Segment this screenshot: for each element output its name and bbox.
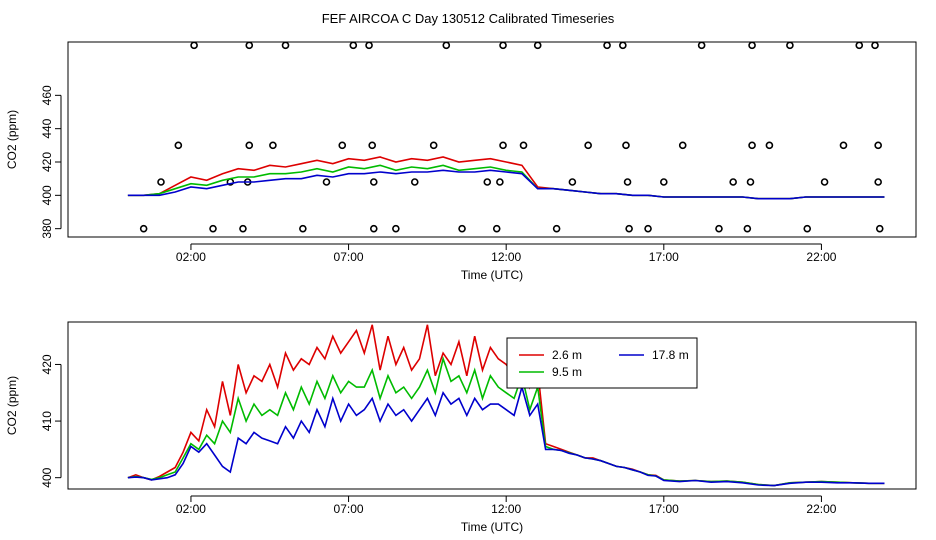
flag-marker bbox=[729, 178, 737, 186]
flag-marker bbox=[322, 178, 331, 186]
flag-marker bbox=[190, 41, 198, 50]
flag-marker bbox=[499, 141, 507, 150]
x-tick-label: 02:00 bbox=[176, 250, 206, 264]
flag-marker bbox=[499, 41, 507, 50]
flag-marker bbox=[839, 141, 848, 150]
flag-marker bbox=[874, 141, 882, 150]
legend-label: 9.5 m bbox=[552, 365, 582, 379]
flag-marker bbox=[874, 178, 882, 186]
x-tick-label: 17:00 bbox=[649, 502, 679, 516]
flag-marker bbox=[492, 224, 501, 233]
flag-marker bbox=[552, 224, 561, 233]
flag-marker bbox=[410, 178, 419, 186]
flag-marker bbox=[458, 224, 466, 233]
y-axis-title: CO2 (ppm) bbox=[5, 376, 19, 435]
flag-marker bbox=[584, 141, 592, 150]
flag-marker bbox=[748, 141, 756, 150]
series-line-17-8-m bbox=[127, 169, 885, 200]
flag-marker bbox=[855, 41, 864, 50]
flag-marker bbox=[660, 178, 668, 186]
y-tick-label: 420 bbox=[40, 354, 54, 374]
y-tick-label: 420 bbox=[40, 152, 54, 172]
flag-marker bbox=[496, 178, 504, 186]
top-panel: 02:00 07:00 12:00 17:00 22:00 Time (UTC) 380 40… bbox=[5, 41, 917, 282]
x-tick-label: 02:00 bbox=[176, 502, 206, 516]
y-tick-label: 410 bbox=[40, 411, 54, 431]
flag-marker bbox=[623, 178, 632, 186]
flag-marker bbox=[871, 41, 879, 50]
plot-frame bbox=[67, 41, 917, 238]
flag-marker bbox=[442, 41, 451, 50]
flag-marker bbox=[245, 141, 254, 150]
flag-marker bbox=[369, 224, 378, 233]
flag-marker bbox=[349, 41, 358, 50]
plot-frame bbox=[67, 321, 917, 490]
flag-marker bbox=[209, 224, 217, 233]
y-tick-label: 460 bbox=[40, 85, 54, 105]
flag-marker bbox=[820, 178, 829, 186]
x-tick-label: 07:00 bbox=[334, 250, 364, 264]
flag-marker bbox=[697, 41, 706, 50]
x-axis-title: Time (UTC) bbox=[461, 268, 523, 282]
flag-marker bbox=[157, 178, 165, 186]
flag-marker bbox=[139, 224, 148, 233]
flag-marker bbox=[245, 41, 254, 50]
y-tick-label: 380 bbox=[40, 218, 54, 238]
flag-marker bbox=[392, 224, 400, 233]
x-axis-title: Time (UTC) bbox=[461, 520, 523, 534]
flag-marker bbox=[875, 224, 884, 233]
flag-marker bbox=[748, 41, 756, 50]
flag-marker bbox=[365, 41, 373, 50]
y-axis-title: CO2 (ppm) bbox=[5, 110, 19, 169]
x-tick-label: 12:00 bbox=[491, 250, 521, 264]
flag-marker bbox=[743, 224, 752, 233]
flag-marker bbox=[519, 141, 528, 150]
flag-marker bbox=[678, 141, 687, 150]
legend: 2.6 m 9.5 m 17.8 m bbox=[506, 337, 698, 389]
flag-marker bbox=[369, 178, 378, 186]
x-tick-label: 22:00 bbox=[806, 502, 836, 516]
flag-marker bbox=[803, 224, 812, 233]
flag-marker bbox=[625, 224, 633, 233]
flag-marker bbox=[603, 41, 611, 50]
y-tick-label: 440 bbox=[40, 118, 54, 138]
x-tick-label: 12:00 bbox=[491, 502, 521, 516]
y-tick-label: 400 bbox=[40, 185, 54, 205]
flag-marker bbox=[644, 224, 652, 233]
flag-marker bbox=[533, 41, 542, 50]
flag-marker bbox=[368, 141, 377, 150]
series-line-17-8-m bbox=[127, 384, 885, 487]
flag-marker bbox=[715, 224, 723, 233]
flag-marker bbox=[281, 41, 290, 50]
x-tick-label: 22:00 bbox=[806, 250, 836, 264]
flag-marker bbox=[239, 224, 247, 233]
flag-marker bbox=[746, 178, 755, 186]
flag-marker bbox=[786, 41, 794, 50]
flag-marker bbox=[483, 178, 492, 186]
flag-marker bbox=[269, 141, 277, 150]
flag-marker bbox=[765, 141, 774, 150]
flag-marker bbox=[568, 178, 577, 186]
figure-title: FEF AIRCOA C Day 130512 Calibrated Times… bbox=[322, 11, 615, 26]
flag-marker bbox=[174, 141, 183, 150]
flag-marker bbox=[622, 141, 630, 150]
legend-label: 17.8 m bbox=[652, 348, 689, 362]
flag-marker bbox=[299, 224, 307, 233]
flag-marker bbox=[338, 141, 347, 150]
x-tick-label: 07:00 bbox=[334, 502, 364, 516]
flag-marker bbox=[429, 141, 438, 150]
flag-marker bbox=[619, 41, 627, 50]
x-tick-label: 17:00 bbox=[649, 250, 679, 264]
y-tick-label: 400 bbox=[40, 467, 54, 487]
legend-box bbox=[506, 337, 698, 389]
legend-label: 2.6 m bbox=[552, 348, 582, 362]
series-line-2-6-m bbox=[127, 156, 885, 200]
bottom-panel: 02:00 07:00 12:00 17:00 22:00 Time (UTC) 400 41… bbox=[5, 321, 917, 534]
